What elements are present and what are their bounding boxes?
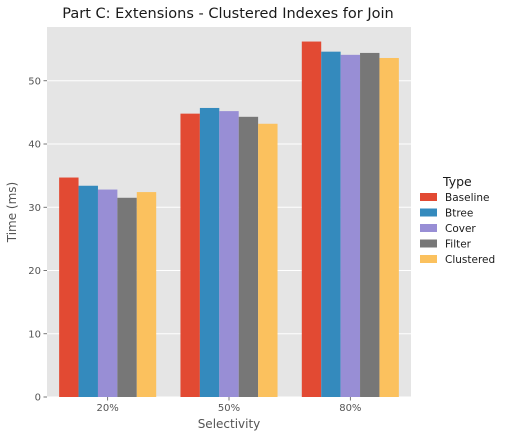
y-tick-label: 30 — [28, 203, 41, 214]
bar-btree-2 — [321, 51, 341, 398]
x-tick-label: 80% — [339, 403, 361, 414]
legend-label-btree: Btree — [445, 208, 473, 220]
y-tick-label: 10 — [28, 329, 41, 340]
y-tick-label: 40 — [28, 140, 41, 151]
x-tick-label: 20% — [97, 403, 119, 414]
y-axis-ticks: 0 10 20 30 40 50 — [28, 76, 47, 404]
bar-baseline-1 — [180, 113, 200, 398]
bar-clustered-1 — [258, 123, 278, 398]
bar-clustered-2 — [379, 57, 399, 397]
bar-filter-0 — [117, 197, 137, 397]
y-tick-label: 0 — [35, 393, 41, 404]
legend-swatch-cover — [420, 224, 437, 232]
bars — [59, 41, 399, 398]
legend-label-clustered: Clustered — [445, 254, 495, 266]
legend-swatch-btree — [420, 208, 437, 217]
bar-btree-1 — [199, 107, 220, 397]
chart-title: Part C: Extensions - Clustered Indexes f… — [62, 6, 393, 22]
legend-title: Type — [442, 174, 472, 189]
legend-label-filter: Filter — [445, 239, 472, 251]
x-tick-label: 50% — [218, 403, 240, 414]
legend-swatch-baseline — [420, 193, 437, 201]
bar-baseline-2 — [301, 41, 322, 398]
x-axis-ticks: 20% 50% 80% — [97, 397, 361, 414]
legend-label-baseline: Baseline — [445, 192, 490, 204]
bar-cover-2 — [340, 54, 361, 397]
bar-clustered-0 — [136, 192, 157, 397]
x-axis-label: Selectivity — [198, 417, 261, 431]
bar-filter-2 — [360, 52, 380, 397]
y-axis-label: Time (ms) — [5, 182, 19, 244]
bar-cover-0 — [97, 189, 118, 397]
bar-btree-0 — [78, 185, 98, 397]
y-tick-label: 50 — [28, 76, 41, 87]
bar-cover-1 — [219, 111, 239, 397]
bar-baseline-0 — [59, 177, 79, 397]
legend-swatch-filter — [420, 239, 437, 248]
legend-label-cover: Cover — [445, 223, 476, 235]
legend: Type Baseline Btree Cover Filter Clustered — [420, 174, 495, 266]
legend-swatch-clustered — [420, 255, 437, 263]
bar-filter-1 — [238, 116, 259, 398]
y-tick-label: 20 — [28, 266, 41, 277]
